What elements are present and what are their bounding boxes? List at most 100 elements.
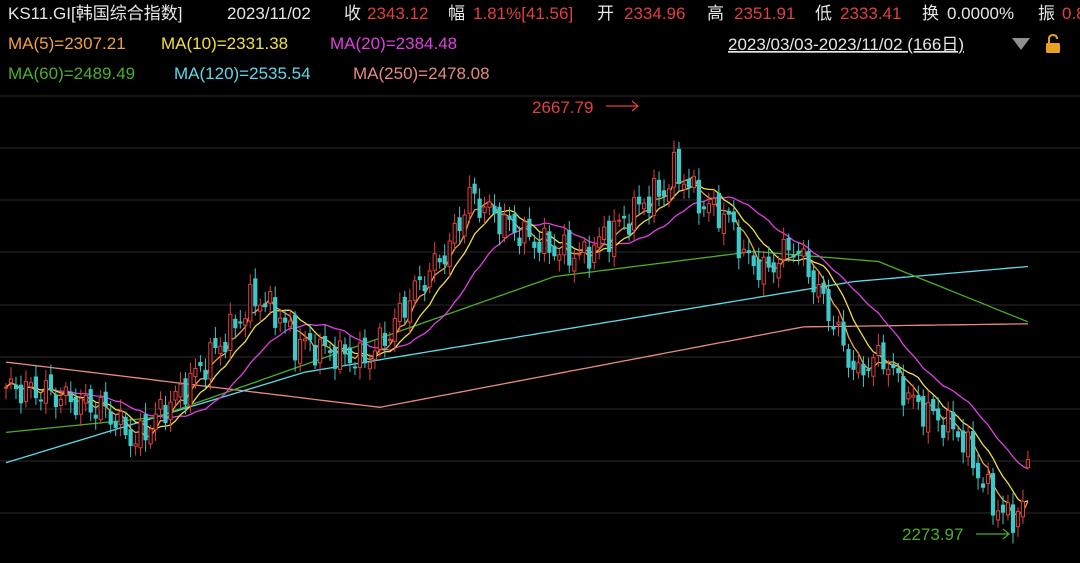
date-range-selector[interactable]: 2023/03/03-2023/11/02 (166日)	[728, 35, 964, 54]
candle	[253, 268, 258, 316]
change-value: 1.81%[41.56]	[473, 4, 573, 23]
candle-body-down	[143, 414, 148, 441]
candle	[582, 237, 587, 264]
candle	[866, 357, 871, 378]
candle-body-down	[726, 210, 731, 215]
candle	[402, 290, 407, 325]
candle-body-down	[990, 473, 996, 516]
candle-body-down	[517, 237, 522, 247]
candle	[342, 337, 348, 366]
candle-body-up	[377, 327, 382, 350]
candle-body-down	[213, 338, 218, 348]
candle	[617, 213, 622, 228]
candle	[602, 215, 607, 246]
candle	[1020, 489, 1025, 524]
candle-body-up	[721, 213, 726, 235]
candle-body-down	[507, 215, 512, 220]
candle	[233, 314, 238, 339]
candle-body-up	[78, 397, 83, 415]
candle-body-down	[442, 255, 447, 265]
candle-body-up	[193, 368, 198, 377]
candle-body-up	[188, 372, 193, 407]
chevron-down-icon[interactable]	[1012, 38, 1030, 50]
candle	[58, 387, 63, 414]
candle	[228, 302, 233, 361]
candle-body-down	[332, 346, 338, 369]
candle	[93, 403, 98, 430]
candle	[926, 390, 931, 444]
candle	[432, 241, 437, 283]
candle-body-down	[916, 395, 921, 402]
candle	[337, 330, 343, 374]
candle	[168, 390, 173, 432]
candle	[173, 385, 178, 406]
candle-body-up	[168, 401, 173, 421]
candle-body-down	[831, 326, 836, 330]
candle-body-down	[656, 179, 662, 197]
candle	[382, 321, 387, 358]
candle-body-up	[856, 362, 861, 374]
candle-body-down	[198, 362, 203, 367]
candle	[208, 337, 213, 390]
candle	[1010, 493, 1016, 544]
candle	[1005, 494, 1011, 521]
candle	[293, 311, 298, 372]
candle-body-down	[786, 237, 791, 251]
candle	[931, 394, 936, 415]
candle	[686, 168, 691, 199]
candle-body-down	[327, 350, 333, 353]
candle	[836, 315, 841, 337]
candle	[637, 185, 642, 215]
candle	[881, 334, 886, 375]
candle-body-down	[821, 282, 826, 294]
candle-body-down	[961, 430, 966, 453]
candle	[562, 223, 567, 265]
candle	[352, 362, 358, 376]
quote-header: KS11.GI[韩国综合指数] 2023/11/02 收 2343.12 幅 1…	[8, 4, 1080, 23]
open-value: 2334.96	[624, 4, 685, 23]
candle-body-down	[422, 285, 427, 292]
candle	[462, 209, 467, 244]
candle	[148, 424, 153, 449]
candle-body-down	[806, 250, 811, 278]
candle-body-down	[731, 211, 736, 223]
candle	[98, 390, 103, 425]
candle	[811, 265, 816, 304]
candle-body-down	[716, 192, 721, 229]
candle	[298, 327, 303, 372]
candle-body-up	[487, 201, 492, 208]
candle-body-down	[956, 431, 961, 438]
candle-body-down	[746, 250, 751, 254]
candle-body-up	[397, 302, 402, 322]
quote-date: 2023/11/02	[227, 4, 311, 23]
candle-body-up	[502, 214, 507, 238]
candle-body-up	[706, 203, 711, 214]
candle	[332, 336, 338, 381]
candle	[308, 324, 313, 352]
candle	[138, 412, 143, 456]
candle	[23, 370, 28, 408]
candle-body-down	[233, 318, 238, 329]
candle	[876, 333, 881, 367]
candle-body-down	[751, 255, 756, 267]
candle-body-up	[557, 254, 562, 261]
candle	[153, 402, 158, 441]
candle	[936, 397, 941, 432]
high-value: 2351.91	[734, 4, 795, 23]
candle	[781, 227, 786, 268]
candle-body-down	[293, 314, 298, 361]
lock-icon[interactable]	[1046, 33, 1060, 53]
candle	[537, 231, 542, 262]
candle-body-down	[382, 332, 387, 346]
candle	[178, 372, 183, 408]
candle-body-up	[138, 420, 143, 449]
candle-body-down	[552, 245, 557, 257]
ma20-line	[5, 196, 1029, 470]
candle	[288, 309, 293, 332]
candle	[577, 242, 582, 261]
candle	[362, 329, 367, 368]
candle	[956, 426, 961, 442]
candle	[318, 333, 323, 375]
candle-body-down	[457, 217, 462, 232]
